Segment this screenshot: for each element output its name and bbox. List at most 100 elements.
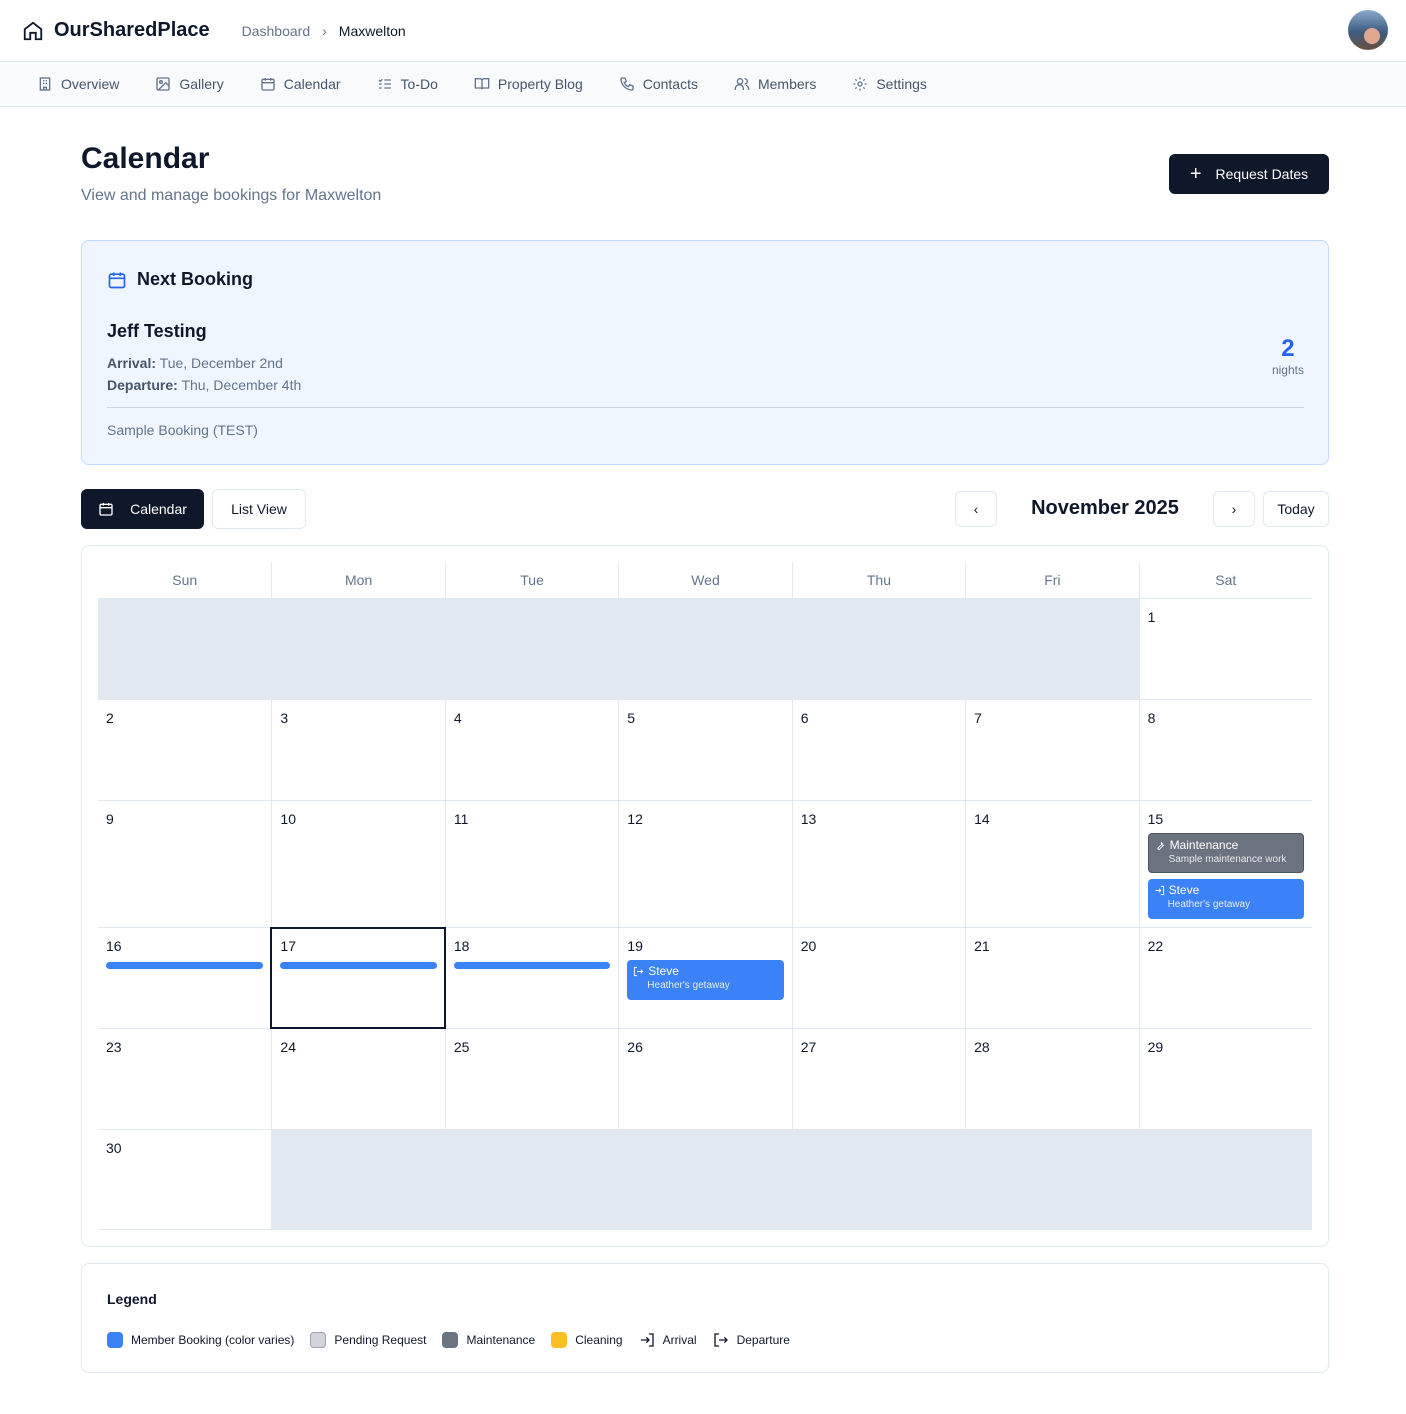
home-icon [23, 21, 43, 40]
outside-month-cell [791, 599, 966, 699]
day-cell[interactable]: 28 [965, 1029, 1138, 1129]
legend-item: Member Booking (color varies) [107, 1332, 294, 1348]
day-cell[interactable]: 23 [98, 1029, 271, 1129]
nav-label: Property Blog [497, 76, 583, 92]
day-cell[interactable]: 25 [444, 1029, 618, 1129]
day-cell[interactable]: 14 [965, 801, 1138, 929]
calendar-view-label: Calendar [130, 501, 187, 517]
day-number: 16 [106, 938, 122, 954]
day-cell[interactable]: 3 [271, 700, 444, 800]
day-cell[interactable]: 27 [791, 1029, 965, 1129]
nav-item-to-do[interactable]: To-Do [377, 76, 438, 92]
nav-item-overview[interactable]: Overview [37, 76, 119, 92]
booking-continuation-bar[interactable] [106, 962, 264, 969]
day-number: 19 [627, 938, 643, 954]
nav-item-gallery[interactable]: Gallery [155, 76, 224, 92]
weekday-sat: Sat [1138, 562, 1312, 599]
today-button[interactable]: Today [1263, 491, 1329, 527]
nav-item-calendar[interactable]: Calendar [260, 76, 341, 92]
breadcrumb-dashboard[interactable]: Dashboard [241, 22, 311, 39]
day-cell[interactable]: 16 [98, 928, 271, 1028]
nights-label: nights [1271, 363, 1304, 377]
booking-continuation-bar[interactable] [280, 962, 437, 969]
book-icon [474, 78, 490, 90]
nav-label: Gallery [179, 76, 224, 92]
legend-label: Arrival [662, 1333, 697, 1347]
day-number: 29 [1147, 1039, 1164, 1055]
legend-title: Legend [107, 1291, 157, 1307]
arrival-icon [640, 1333, 654, 1347]
nav-label: Members [757, 76, 817, 92]
nav-item-settings[interactable]: Settings [852, 76, 927, 92]
day-cell[interactable]: 10 [271, 801, 444, 929]
weekday-mon: Mon [271, 562, 444, 599]
main-nav: Overview Gallery Calendar To-Do Property Blo… [0, 62, 1406, 107]
week-row: 9 10 11 12 13 14 15 Maintenance Sample maintenan… [98, 801, 1312, 929]
next-month-button[interactable]: › [1213, 491, 1255, 527]
day-cell[interactable]: 8 [1138, 700, 1312, 800]
event-subtitle: Heather's getaway [647, 980, 730, 991]
booking-event[interactable]: Steve Heather's getaway [1147, 879, 1304, 919]
booking-continuation-bar[interactable] [453, 962, 611, 969]
nav-label: Contacts [642, 76, 698, 92]
arrival-label: Arrival: [107, 355, 157, 371]
avatar[interactable] [1348, 10, 1388, 50]
day-cell[interactable]: 1 [1138, 599, 1312, 699]
day-cell[interactable]: 17 [270, 927, 446, 1029]
logo[interactable]: OurSharedPlace [22, 19, 210, 42]
building-icon [39, 77, 51, 91]
day-cell[interactable]: 19 Steve Heather's getaway [618, 928, 791, 1028]
day-cell[interactable]: 26 [618, 1029, 791, 1129]
outside-month-cell [618, 1130, 792, 1229]
maintenance-event[interactable]: Maintenance Sample maintenance work [1147, 833, 1304, 873]
day-number: 7 [974, 710, 982, 726]
legend-label: Maintenance [466, 1333, 536, 1347]
prev-month-button[interactable]: ‹ [955, 491, 997, 527]
day-cell[interactable]: 21 [965, 928, 1138, 1028]
day-cell[interactable]: 18 [444, 928, 618, 1028]
request-dates-button[interactable]: + Request Dates [1169, 154, 1329, 194]
arrival-line: Arrival: Tue, December 2nd [107, 355, 283, 371]
day-number: 10 [280, 811, 296, 827]
event-title: Steve [1168, 883, 1200, 897]
calendar-view-button[interactable]: Calendar [81, 489, 204, 529]
top-bar: OurSharedPlace Dashboard › Maxwelton [0, 0, 1406, 62]
nav-item-property-blog[interactable]: Property Blog [474, 76, 583, 92]
image-icon [156, 77, 171, 91]
day-number: 1 [1147, 609, 1156, 625]
departure-icon [713, 1333, 728, 1347]
outside-month-cell [444, 599, 619, 699]
day-cell[interactable]: 24 [271, 1029, 444, 1129]
day-cell[interactable]: 11 [444, 801, 618, 929]
weekday-fri: Fri [965, 562, 1138, 599]
calendar-icon [99, 503, 113, 516]
nav-item-members[interactable]: Members [734, 76, 816, 92]
chevron-right-icon: › [1231, 501, 1237, 517]
day-cell[interactable]: 7 [965, 700, 1138, 800]
outside-month-cell [965, 1130, 1139, 1229]
day-cell[interactable]: 2 [98, 700, 271, 800]
day-number: 12 [627, 811, 643, 827]
wrench-icon [1157, 840, 1164, 850]
list-view-button[interactable]: List View [212, 489, 306, 529]
day-cell[interactable]: 29 [1138, 1029, 1312, 1129]
day-cell[interactable]: 20 [791, 928, 965, 1028]
day-cell[interactable]: 9 [98, 801, 271, 929]
nav-item-contacts[interactable]: Contacts [619, 76, 698, 92]
legend-label: Member Booking (color varies) [131, 1333, 295, 1347]
outside-month-cell [98, 599, 272, 699]
arrival-date: Tue, December 2nd [159, 355, 283, 371]
next-booking-heading: Next Booking [137, 269, 254, 289]
day-cell[interactable]: 12 [618, 801, 791, 929]
day-cell[interactable]: 13 [791, 801, 965, 929]
day-number: 8 [1147, 710, 1156, 726]
day-cell[interactable]: 6 [791, 700, 965, 800]
weekday-wed: Wed [618, 562, 791, 599]
booking-event[interactable]: Steve Heather's getaway [627, 960, 784, 1000]
week-row: 30 [98, 1130, 1312, 1230]
day-cell[interactable]: 5 [618, 700, 791, 800]
day-cell[interactable]: 22 [1138, 928, 1312, 1028]
day-cell[interactable]: 4 [444, 700, 618, 800]
day-cell[interactable]: 30 [98, 1130, 271, 1229]
day-cell[interactable]: 15 Maintenance Sample maintenance work Stev… [1138, 801, 1312, 929]
